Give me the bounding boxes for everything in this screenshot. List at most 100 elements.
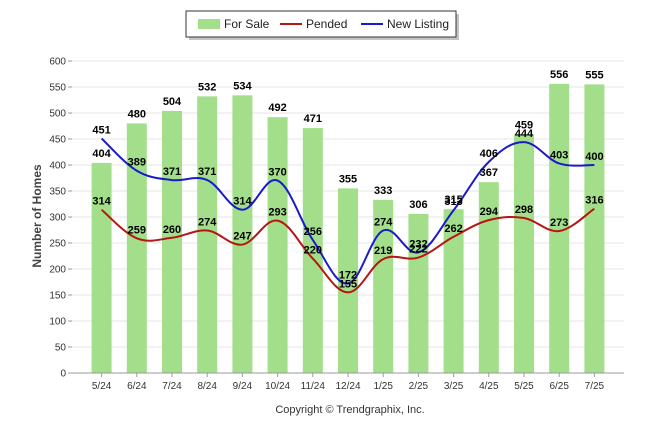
bar-for-sale	[126, 123, 147, 374]
label-for-sale: 492	[268, 102, 286, 114]
copyright-text: Copyright © Trendgraphix, Inc.	[275, 404, 424, 416]
bar-for-sale	[338, 188, 358, 373]
label-new-listing: 313	[444, 196, 462, 208]
label-new-listing: 371	[163, 166, 181, 178]
legend: For Sale Pended New Listing	[185, 10, 459, 40]
label-pended: 298	[515, 204, 533, 216]
y-tick-label: 500	[49, 109, 66, 120]
bar-for-sale	[197, 96, 218, 374]
y-tick-label: 250	[49, 239, 66, 250]
data-labels: 404 480 504 532 534 492 471 355 333 306 315 367 459 5…	[92, 69, 603, 291]
bar-for-sale	[91, 162, 112, 373]
bar-for-sale	[549, 83, 570, 373]
label-new-listing: 389	[128, 157, 146, 169]
y-tick-label: 300	[49, 213, 66, 224]
label-for-sale: 555	[585, 69, 603, 81]
y-tick-label: 600	[49, 57, 66, 68]
x-tick-label: 3/25	[444, 381, 464, 392]
label-pended: 219	[374, 245, 392, 257]
x-tick-label: 4/25	[479, 381, 499, 392]
x-tick-label: 1/25	[373, 381, 393, 392]
label-for-sale: 459	[515, 119, 533, 131]
x-tick-label: 8/24	[197, 381, 217, 392]
label-for-sale: 355	[339, 173, 357, 185]
x-axis-ticks: 5/24 6/24 7/24 8/24 9/24 10/24 11/24 12/24 1/25 2…	[92, 373, 605, 392]
legend-label-for-sale: For Sale	[224, 17, 270, 31]
y-tick-label: 0	[60, 369, 66, 380]
label-for-sale: 556	[550, 69, 568, 81]
label-pended: 222	[409, 244, 427, 256]
legend-swatch-for-sale	[198, 19, 220, 29]
x-tick-label: 7/25	[585, 381, 605, 392]
y-tick-label: 400	[49, 161, 66, 172]
label-pended: 262	[444, 223, 462, 235]
label-pended: 259	[128, 224, 146, 236]
label-new-listing: 406	[480, 148, 498, 160]
y-axis-label: Number of Homes	[30, 164, 44, 268]
label-for-sale: 471	[304, 113, 322, 125]
label-for-sale: 367	[480, 167, 498, 179]
y-tick-label: 200	[49, 265, 66, 276]
x-tick-label: 11/24	[301, 381, 326, 392]
label-for-sale: 333	[374, 185, 392, 197]
label-new-listing: 403	[550, 149, 568, 161]
label-for-sale: 306	[409, 199, 427, 211]
label-for-sale: 315	[444, 194, 462, 206]
label-pended: 293	[268, 207, 286, 219]
legend-box	[185, 10, 457, 38]
label-pended: 247	[233, 231, 251, 243]
label-new-listing: 451	[92, 124, 110, 136]
label-pended: 316	[585, 195, 603, 207]
label-new-listing: 444	[515, 128, 534, 140]
x-tick-label: 5/25	[514, 381, 534, 392]
label-pended: 273	[550, 217, 568, 229]
x-tick-label: 10/24	[265, 381, 290, 392]
label-for-sale: 480	[128, 108, 146, 120]
label-for-sale: 534	[233, 80, 252, 92]
x-tick-label: 9/24	[233, 381, 253, 392]
line-pended	[100, 207, 595, 294]
y-axis-ticks: 0 50 100 150 200 250 300 350 400 450 500 550 600	[49, 57, 72, 380]
label-pended: 274	[198, 217, 217, 229]
label-for-sale: 504	[163, 96, 182, 108]
bar-for-sale	[302, 128, 323, 373]
y-tick-label: 150	[49, 291, 66, 302]
label-new-listing: 370	[268, 167, 286, 179]
label-pended: 294	[480, 206, 499, 218]
y-tick-label: 550	[49, 83, 66, 94]
label-pended: 155	[339, 278, 357, 290]
label-new-listing: 314	[233, 196, 252, 208]
x-tick-label: 12/24	[335, 381, 360, 392]
y-tick-label: 50	[55, 343, 67, 354]
line-new-listing	[100, 137, 595, 285]
x-tick-label: 7/24	[162, 381, 182, 392]
label-new-listing: 232	[409, 238, 427, 250]
x-tick-label: 2/25	[409, 381, 429, 392]
label-new-listing: 400	[585, 151, 603, 163]
bar-for-sale	[408, 213, 429, 373]
y-tick-label: 100	[49, 317, 66, 328]
y-tick-label: 350	[49, 187, 66, 198]
bar-for-sale	[478, 182, 499, 373]
bar-for-sale	[267, 117, 288, 373]
label-for-sale: 404	[92, 148, 111, 160]
bar-for-sale	[584, 84, 605, 374]
legend-label-pended: Pended	[306, 17, 347, 31]
bars-for-sale	[91, 83, 605, 374]
bar-for-sale	[162, 110, 182, 374]
label-pended: 220	[304, 245, 322, 257]
x-tick-label: 6/24	[127, 381, 147, 392]
label-new-listing: 371	[198, 166, 216, 178]
bar-for-sale	[373, 199, 394, 373]
legend-label-new-listing: New Listing	[387, 17, 449, 31]
label-new-listing: 256	[304, 226, 322, 238]
bar-for-sale	[514, 134, 534, 373]
x-tick-label: 6/25	[549, 381, 569, 392]
label-new-listing: 274	[374, 217, 393, 229]
lines	[100, 137, 595, 294]
bar-for-sale	[443, 209, 464, 373]
label-pended: 260	[163, 224, 181, 236]
x-tick-label: 5/24	[92, 381, 112, 392]
y-tick-label: 450	[49, 135, 66, 146]
